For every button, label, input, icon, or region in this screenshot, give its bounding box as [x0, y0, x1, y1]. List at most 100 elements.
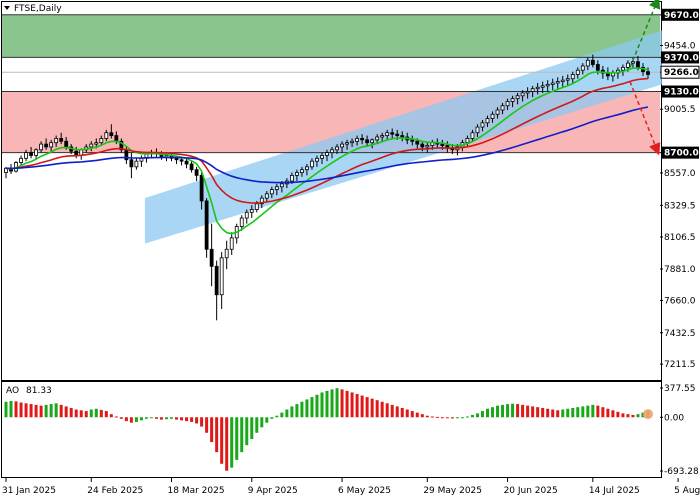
ao-tick-label: -693.28: [664, 467, 699, 477]
ao-bar: [536, 407, 540, 418]
ao-bar: [124, 417, 128, 422]
candle-body: [39, 143, 44, 151]
candle-body: [485, 118, 490, 124]
ao-axis: 377.55 0.00 -693.28: [660, 384, 699, 477]
candle-body: [400, 135, 405, 138]
ao-bar: [305, 399, 309, 418]
ao-bar: [491, 407, 495, 418]
ao-bar: [410, 411, 414, 418]
ao-bar: [39, 405, 43, 418]
candle-body: [54, 138, 59, 144]
ao-tick-label: 377.55: [664, 384, 696, 394]
candle-body: [109, 132, 114, 136]
ao-bar: [641, 412, 645, 418]
candle-body: [500, 105, 505, 111]
ao-bar: [104, 411, 108, 418]
ao-bar: [225, 417, 229, 471]
price-tag-bg: [661, 51, 699, 64]
ao-bar: [230, 417, 234, 468]
candle-body: [325, 152, 329, 156]
ao-bar: [200, 417, 204, 427]
ao-bar: [405, 409, 409, 418]
candle-body: [636, 61, 640, 68]
candle-body: [545, 84, 550, 87]
ao-bar: [185, 417, 189, 422]
candle-body: [264, 193, 269, 199]
medium-ma: [5, 77, 649, 204]
ao-bar: [566, 408, 570, 418]
price-tag-bg: [661, 146, 699, 159]
price-tag-bg: [661, 8, 699, 21]
candle-body: [415, 140, 420, 145]
candle-body: [184, 160, 189, 165]
ao-bar: [260, 417, 264, 428]
date-label: 24 Feb 2025: [87, 486, 143, 496]
candle-body: [34, 149, 38, 156]
ao-bar: [400, 407, 404, 418]
moving-averages-layer: [5, 67, 649, 235]
date-label: 20 Jun 2025: [504, 486, 558, 496]
candle-body: [425, 145, 430, 148]
price-tick-label: 8106.5: [664, 233, 696, 243]
ao-bar: [149, 417, 153, 419]
ao-bar: [210, 417, 214, 443]
candle-body: [440, 143, 445, 146]
candle-body: [224, 248, 229, 259]
candle-body: [590, 59, 595, 65]
candle-body: [229, 237, 234, 250]
ao-bar: [44, 404, 48, 418]
level-lines: [2, 14, 660, 154]
ao-bar: [79, 410, 83, 418]
ao-bar: [94, 408, 98, 418]
ao-bar: [109, 414, 113, 418]
candle-body: [204, 200, 209, 250]
price-tick-label: 7432.5: [664, 329, 696, 339]
ao-bar: [139, 417, 143, 421]
ao-value: 81.33: [26, 386, 52, 396]
ao-tick-label: 0.00: [664, 413, 684, 423]
ao-bar: [551, 409, 555, 418]
ao-bar: [571, 407, 575, 418]
candle-body: [49, 142, 54, 148]
candle-body: [119, 140, 124, 151]
ao-bar: [290, 406, 294, 418]
candle-body: [295, 172, 299, 176]
date-label: 31 Jan 2025: [2, 486, 56, 496]
ao-bar: [611, 410, 615, 418]
price-tag-label: 9130.0: [664, 88, 699, 98]
candle-body: [380, 135, 385, 138]
candle-body: [626, 62, 630, 68]
fast-ma: [5, 67, 649, 235]
main-plot-area[interactable]: [1, 1, 662, 381]
candle-body: [515, 95, 520, 100]
ao-bar: [425, 415, 429, 418]
ao-bar: [24, 403, 28, 418]
ao-bar: [465, 416, 469, 418]
candle-body: [550, 82, 555, 85]
ao-bar: [4, 401, 8, 418]
ao-bar: [380, 401, 384, 418]
candle-body: [174, 157, 179, 161]
ao-title-group: AO 81.33: [6, 386, 52, 396]
candle-body: [330, 149, 334, 154]
price-tag-bg: [661, 85, 699, 98]
ao-bar: [626, 414, 630, 418]
ao-bar: [455, 417, 459, 419]
candle-body: [585, 59, 590, 67]
ao-bar: [445, 417, 449, 419]
candle-body: [19, 157, 23, 163]
candle-body: [646, 71, 650, 75]
candle-body: [465, 138, 470, 144]
bearish-arrow: [629, 81, 661, 156]
ao-bar: [215, 417, 219, 453]
ao-bar: [581, 406, 585, 418]
candle-body: [259, 197, 264, 205]
ao-bar: [325, 390, 329, 418]
candle-body: [525, 91, 530, 94]
ao-bar: [59, 404, 63, 418]
ao-bar: [205, 417, 209, 433]
ao-bar: [596, 405, 600, 418]
candle-body: [305, 166, 309, 171]
ao-bar: [561, 409, 565, 418]
candle-body: [631, 61, 635, 64]
